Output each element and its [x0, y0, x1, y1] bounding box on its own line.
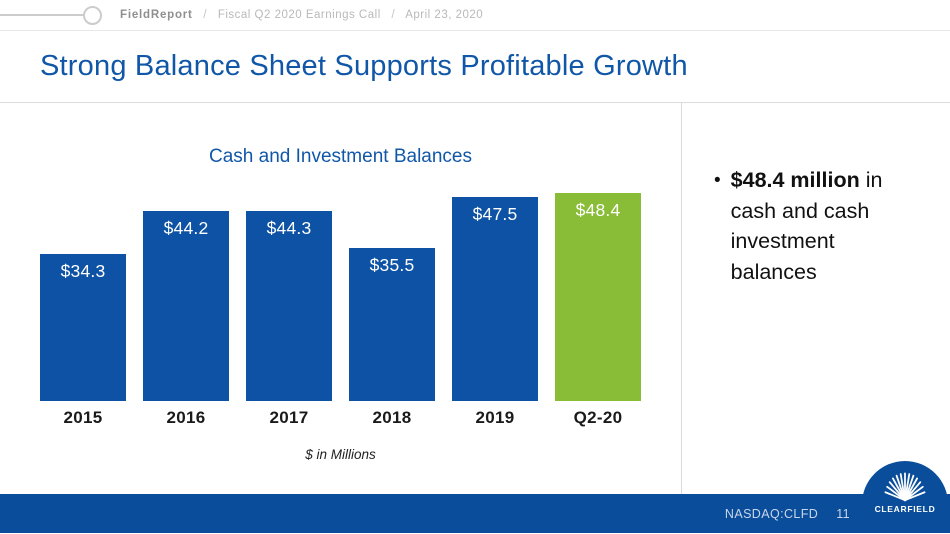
clearfield-logo: CLEARFIELD	[862, 461, 948, 533]
bar-column-2019: $47.5 2019	[452, 197, 538, 435]
brand-label: FieldReport	[120, 9, 193, 21]
bar-2016: $44.2	[143, 211, 229, 401]
bar-value-label: $44.3	[266, 218, 312, 238]
bar-2018: $35.5	[349, 248, 435, 401]
page-title: Strong Balance Sheet Supports Profitable…	[40, 50, 688, 82]
bullet-rest-text: in cash and cash investment balances	[730, 168, 883, 284]
bar-value-label: $34.3	[60, 261, 106, 281]
title-band: Strong Balance Sheet Supports Profitable…	[0, 31, 950, 103]
page-number: 11	[836, 506, 850, 521]
bar-column-2015: $34.3 2015	[40, 254, 126, 435]
timeline-circle-icon	[83, 5, 102, 25]
header-rule-line	[0, 14, 85, 16]
content-area: Cash and Investment Balances $34.3 2015 $4…	[0, 103, 950, 494]
breadcrumb: FieldReport / Fiscal Q2 2020 Earnings Ca…	[120, 9, 483, 21]
bar-value-label: $48.4	[575, 200, 621, 220]
chart-title: Cash and Investment Balances	[209, 146, 472, 167]
category-label: 2016	[166, 408, 206, 427]
category-label: 2017	[269, 408, 309, 427]
category-label: Q2-20	[573, 408, 623, 427]
breadcrumb-event: Fiscal Q2 2020 Earnings Call	[217, 9, 381, 21]
bar-column-2018: $35.5 2018	[349, 248, 435, 435]
bar-value-label: $35.5	[369, 255, 415, 275]
bar-2015: $34.3	[40, 254, 126, 401]
bullet-item: • $48.4 million in cash and cash investm…	[714, 165, 914, 287]
breadcrumb-separator: /	[203, 9, 208, 21]
slide-header: FieldReport / Fiscal Q2 2020 Earnings Ca…	[0, 0, 950, 31]
breadcrumb-separator: /	[391, 9, 396, 21]
bar-column-2017: $44.3 2017	[246, 211, 332, 435]
bullet-dot-icon: •	[714, 170, 721, 191]
bar-2017: $44.3	[246, 211, 332, 401]
bar-value-label: $47.5	[472, 204, 518, 224]
slide-footer: NASDAQ:CLFD 11	[0, 461, 950, 533]
category-label: 2019	[475, 408, 515, 427]
bar-2019: $47.5	[452, 197, 538, 401]
bar-Q2-20: $48.4	[555, 193, 641, 401]
bar-column-2016: $44.2 2016	[143, 211, 229, 435]
breadcrumb-date: April 23, 2020	[405, 9, 484, 21]
key-points-panel: • $48.4 million in cash and cash investm…	[681, 103, 950, 494]
chart-panel: Cash and Investment Balances $34.3 2015 $4…	[0, 103, 681, 494]
shell-icon	[884, 472, 926, 502]
category-label: 2018	[372, 408, 412, 427]
bullet-text: $48.4 million in cash and cash investmen…	[731, 165, 909, 287]
category-label: 2015	[63, 408, 103, 427]
bar-value-label: $44.2	[163, 218, 209, 238]
bar-chart: $34.3 2015 $44.2 2016 $44.3 2017 $35.5 2018 $47.…	[0, 189, 681, 435]
ticker-label: NASDAQ:CLFD	[724, 506, 819, 521]
chart-units-label: $ in Millions	[305, 447, 376, 462]
logo-wordmark: CLEARFIELD	[874, 504, 936, 514]
bar-column-Q2-20: $48.4 Q2-20	[555, 193, 641, 435]
bullet-bold-text: $48.4 million	[730, 168, 860, 192]
